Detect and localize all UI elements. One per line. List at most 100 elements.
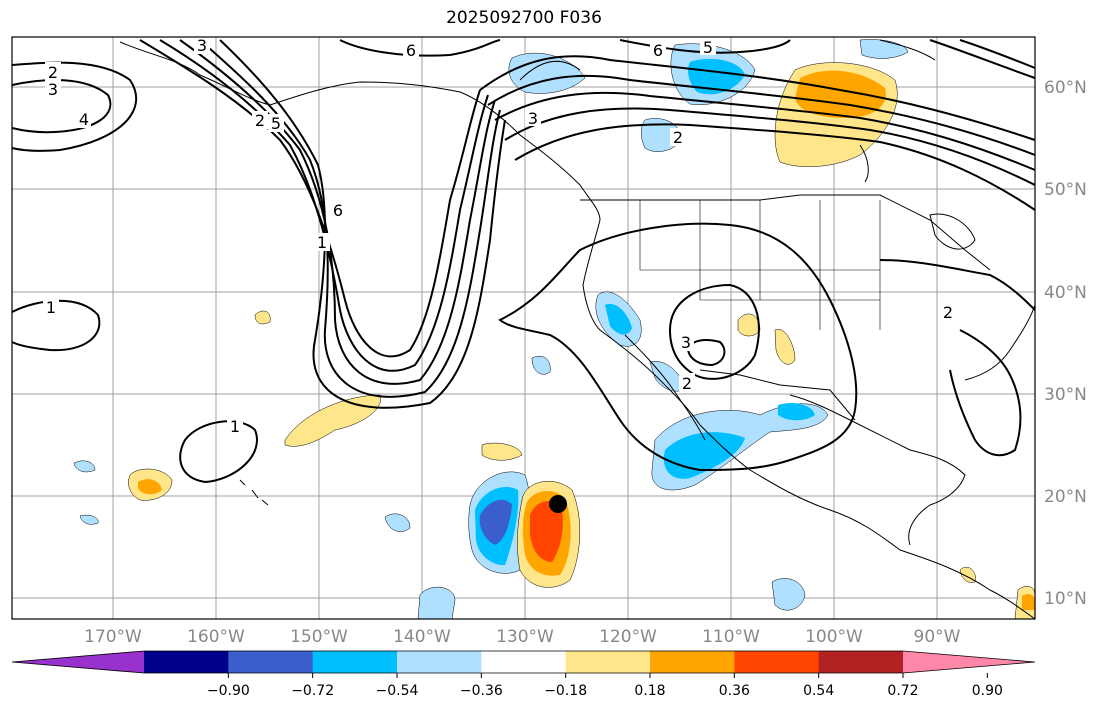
lon-label: 170°W xyxy=(84,627,142,647)
contour-high xyxy=(498,222,858,472)
fill-light-blue xyxy=(531,356,551,375)
colorbar-bin xyxy=(228,651,314,673)
lon-label: 150°W xyxy=(290,627,348,647)
lon-label: 120°W xyxy=(599,627,657,647)
colorbar-tick-label: 0.54 xyxy=(803,683,834,699)
map-frame xyxy=(11,36,1036,620)
contour-line xyxy=(879,259,1036,311)
contour-label: 2 xyxy=(943,303,953,322)
hawaii-islands xyxy=(239,479,269,506)
contour-line xyxy=(11,61,137,152)
fill-light-blue xyxy=(771,578,806,611)
lon-label: 90°W xyxy=(914,627,961,647)
contour-label: 6 xyxy=(333,201,343,220)
longitude-labels: 170°W 160°W 150°W 140°W 130°W 120°W 110°… xyxy=(84,627,961,647)
lat-label: 50°N xyxy=(1044,180,1087,200)
colorbar-bin xyxy=(481,651,567,673)
canada-coast xyxy=(519,60,581,81)
contour-line xyxy=(959,39,1036,69)
colorbar-tick-label: −0.54 xyxy=(376,683,419,699)
great-lakes xyxy=(929,213,976,250)
contour-ridge xyxy=(494,91,1036,171)
fill-blue xyxy=(778,403,815,421)
contour-low xyxy=(179,420,258,484)
colorbar-ticks: −0.90 −0.72 −0.54 −0.36 −0.18 0.18 0.36 0.54 0.7… xyxy=(207,673,1003,699)
fill-light-blue xyxy=(417,586,456,620)
east-coast xyxy=(964,304,1036,381)
lon-label: 100°W xyxy=(805,627,863,647)
contour-lines xyxy=(11,39,1036,484)
hudson-bay xyxy=(859,144,869,183)
colorbar-arrow-low xyxy=(12,651,144,673)
contour-label: 3 xyxy=(48,80,58,99)
fill-blue xyxy=(605,303,632,335)
contour-label: 3 xyxy=(528,109,538,128)
coastlines xyxy=(119,39,1036,620)
west-coast xyxy=(582,219,1036,620)
contour-label-group: 2 3 4 3 6 5 6 5 3 2 6 1 1 3 2 2 1 2 xyxy=(43,36,956,436)
lon-label: 160°W xyxy=(187,627,245,647)
contour-ridge xyxy=(479,55,1036,141)
contour-label: 6 xyxy=(406,41,416,60)
colorbar-tick-label: −0.90 xyxy=(207,683,250,699)
contour-trough xyxy=(219,39,506,409)
contour-ridge xyxy=(487,74,1036,156)
fill-yellow xyxy=(254,310,271,325)
contour-label: 6 xyxy=(653,41,663,60)
fill-light-blue xyxy=(73,460,96,473)
contour-line xyxy=(949,329,1022,457)
colorbar-arrow-high xyxy=(903,651,1035,673)
storm-center-marker xyxy=(549,495,567,513)
colorbar-bin xyxy=(144,651,229,673)
lon-label: 130°W xyxy=(496,627,554,647)
colorbar-tick-label: −0.72 xyxy=(291,683,334,699)
fill-yellow xyxy=(774,328,796,365)
colorbar-tick-label: 0.18 xyxy=(634,683,665,699)
contour-label: 5 xyxy=(271,114,281,133)
fill-blue xyxy=(688,58,745,95)
north-coast xyxy=(879,39,936,61)
us-canada-border xyxy=(580,194,991,271)
fill-light-blue xyxy=(384,513,411,532)
fill-yellow xyxy=(481,442,523,461)
contour-label: 4 xyxy=(79,110,89,129)
contour-label: 1 xyxy=(317,233,327,252)
colorbar-bin xyxy=(565,651,651,673)
contour-trough xyxy=(179,39,496,385)
colorbar-tick-label: −0.18 xyxy=(544,683,587,699)
lat-label: 60°N xyxy=(1044,78,1087,98)
contour-trough xyxy=(199,39,501,398)
contour-label: 2 xyxy=(255,111,265,130)
contour-ridge xyxy=(514,123,1036,211)
fill-light-blue xyxy=(79,514,99,525)
contour-ridge xyxy=(504,107,1036,186)
colorbar-bin xyxy=(734,651,820,673)
colorbar-bin xyxy=(397,651,482,673)
lon-label: 140°W xyxy=(393,627,451,647)
fill-orange xyxy=(1022,594,1035,610)
contour-label: 1 xyxy=(230,417,240,436)
contour-label: 2 xyxy=(48,63,58,82)
lat-label: 20°N xyxy=(1044,487,1087,507)
baja-california xyxy=(624,334,706,441)
fill-red-orange xyxy=(530,500,563,562)
lat-label: 10°N xyxy=(1044,589,1087,609)
contour-label: 5 xyxy=(703,38,713,57)
fill-orange xyxy=(138,479,162,495)
colorbar-bin xyxy=(650,651,735,673)
contour-line xyxy=(929,39,1036,79)
colorbar-bin xyxy=(818,651,904,673)
fill-orange xyxy=(795,70,886,118)
contour-label: 2 xyxy=(682,374,692,393)
alaska-coast xyxy=(119,41,601,221)
colorbar-tick-label: 0.90 xyxy=(972,683,1003,699)
lat-label: 40°N xyxy=(1044,283,1087,303)
fill-yellow xyxy=(284,394,381,447)
contour-high xyxy=(686,339,726,367)
colorbar-tick-label: 0.36 xyxy=(719,683,750,699)
colorbar-bin xyxy=(312,651,398,673)
fill-dark-blue xyxy=(479,499,512,545)
contour-line xyxy=(339,39,501,57)
us-mexico-border xyxy=(699,369,856,421)
